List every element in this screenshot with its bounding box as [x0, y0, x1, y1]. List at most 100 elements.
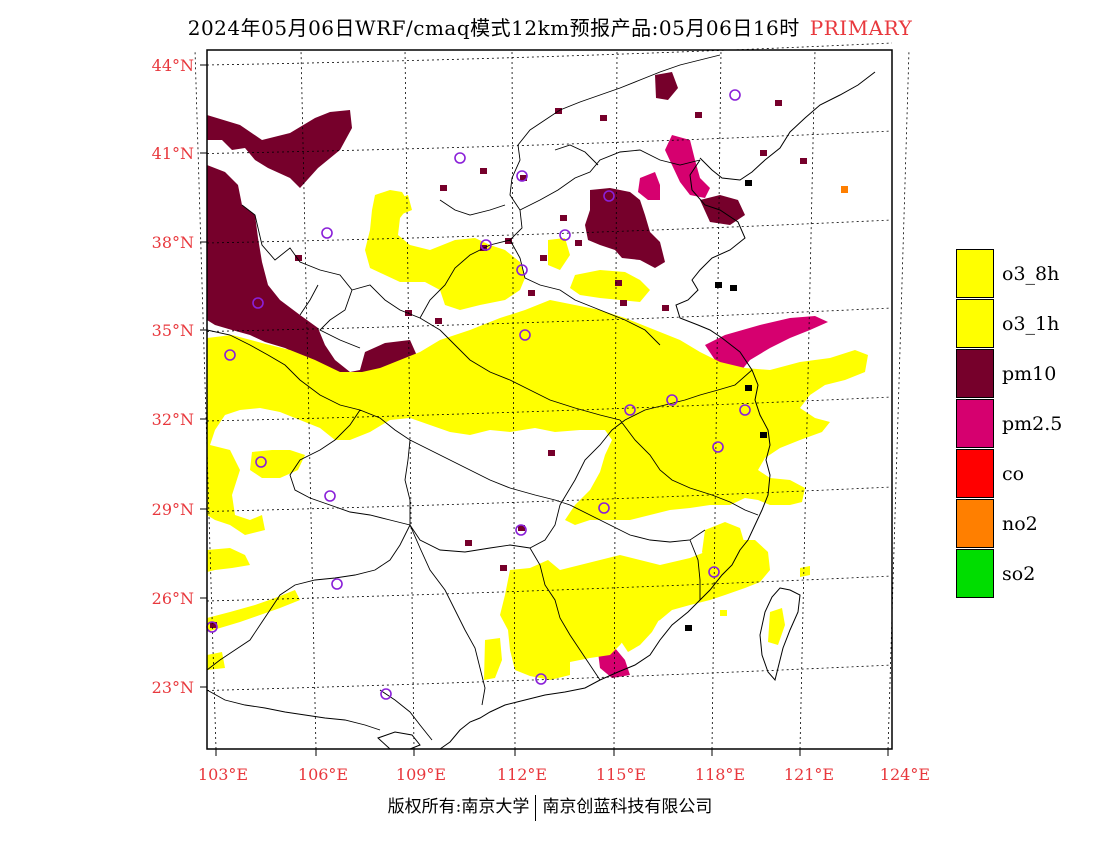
o3-region-taiwan-strait	[768, 608, 785, 645]
legend-label: co	[1002, 463, 1025, 485]
o3-region-hunan-west	[484, 638, 502, 680]
city-marker	[739, 404, 751, 416]
city-marker	[535, 673, 547, 685]
pm25-region-hebei	[638, 172, 660, 200]
map-title: 2024年05月06日WRF/cmaq模式12km预报产品:05月06日16时 P…	[0, 12, 1100, 41]
taiwan-outline	[759, 587, 801, 682]
legend-label: o3_1h	[1002, 313, 1060, 335]
latitude-label: 41°N	[152, 144, 194, 163]
pm10-patch	[528, 290, 535, 296]
o3-region-south-west-strip	[207, 548, 250, 572]
pm25-patch	[730, 285, 737, 291]
longitude-label: 115°E	[596, 765, 646, 784]
pm10-region-west	[207, 165, 418, 375]
pm25-region-north	[665, 135, 710, 198]
o3-region-shanxi	[365, 190, 525, 310]
pm10-region-northwest	[207, 110, 352, 188]
longitude-label: 106°E	[298, 765, 348, 784]
footer-separator	[535, 794, 537, 821]
map-frame	[206, 49, 893, 750]
latitude-label: 38°N	[152, 233, 194, 252]
o3-region-yunnan-small	[207, 652, 225, 670]
copyright-right: 南京创蓝科技有限公司	[542, 797, 713, 817]
legend-item: co	[956, 449, 1096, 499]
legend-label: pm2.5	[1002, 413, 1063, 435]
o3-region-east-china-sea	[800, 566, 810, 577]
pm10-patch	[548, 450, 555, 456]
legend-label: pm10	[1002, 363, 1057, 385]
city-marker	[515, 524, 527, 536]
pm10-region-north-patch	[655, 72, 678, 100]
city-marker	[666, 394, 678, 406]
city-marker	[380, 688, 392, 700]
longitude-label: 109°E	[396, 765, 446, 784]
longitude-label: 112°E	[497, 765, 547, 784]
longitude-label: 121°E	[784, 765, 834, 784]
pm10-patch	[540, 255, 547, 261]
o3_8h-patch	[720, 610, 727, 616]
legend-item: o3_1h	[956, 299, 1096, 349]
city-marker	[708, 566, 720, 578]
no2-patch	[841, 186, 848, 193]
pm10-patch	[520, 175, 527, 181]
pm25-patch	[760, 432, 767, 438]
pm10-patch	[620, 300, 627, 306]
longitude-line	[613, 49, 618, 750]
lat-axis: 44°N 41°N 38°N 35°N 32°N 29°N 26°N 23°N	[152, 56, 207, 697]
city-marker	[324, 490, 336, 502]
legend-swatch	[956, 299, 994, 348]
pollution-layer	[207, 72, 868, 680]
title-text: 2024年05月06日WRF/cmaq模式12km预报产品:05月06日16时	[187, 16, 800, 40]
pm10-patch	[575, 240, 582, 246]
legend-item: no2	[956, 499, 1096, 549]
legend-swatch	[956, 449, 994, 498]
longitude-line	[799, 49, 816, 750]
longitude-label: 118°E	[695, 765, 745, 784]
pm10-region-east-patch	[700, 195, 745, 225]
city-marker	[252, 297, 264, 309]
city-markers	[206, 89, 751, 700]
legend-item: pm2.5	[956, 399, 1096, 449]
city-marker	[480, 239, 492, 251]
o3-region-beijing-small	[395, 195, 412, 215]
legend-label: so2	[1002, 563, 1036, 585]
longitude-label: 124°E	[880, 765, 930, 784]
latitude-label: 23°N	[152, 678, 194, 697]
o3-region-central-band	[207, 300, 868, 535]
legend: o3_8h o3_1h pm10 pm2.5 co no2 so2	[956, 249, 1096, 599]
city-marker	[519, 329, 531, 341]
city-marker	[603, 190, 615, 202]
legend-item: o3_8h	[956, 249, 1096, 299]
pm10-patch	[600, 115, 607, 121]
pm10-patch	[800, 158, 807, 164]
pm25-patch	[685, 625, 692, 631]
city-marker	[624, 404, 636, 416]
pm10-patch	[440, 185, 447, 191]
pm10-patch	[480, 168, 487, 174]
legend-swatch	[956, 499, 994, 548]
o3-region-guangdong-south	[620, 615, 660, 652]
lon-axis: 103°E 106°E 109°E 112°E 115°E 118°E 121°E 124°E	[198, 749, 930, 784]
legend-item: pm10	[956, 349, 1096, 399]
latitude-label: 29°N	[152, 500, 194, 519]
pm10-patch	[615, 280, 622, 286]
legend-swatch	[956, 399, 994, 448]
copyright-left: 版权所有:南京大学	[387, 797, 530, 817]
city-marker	[516, 170, 528, 182]
pm10-patch	[760, 150, 767, 156]
o3_8h-patch	[612, 605, 619, 611]
pm10-patch	[500, 565, 507, 571]
pm10-patch	[518, 525, 525, 531]
longitude-line	[404, 49, 415, 750]
pm10-patch	[465, 540, 472, 546]
longitude-label: 103°E	[198, 765, 248, 784]
province-borders	[206, 54, 759, 741]
o3-region-hunan-jiangxi	[500, 540, 770, 680]
legend-label: no2	[1002, 513, 1038, 535]
pm10-patch	[695, 112, 702, 118]
longitude-line	[711, 49, 722, 750]
city-marker	[559, 229, 571, 241]
pm10-patch	[775, 100, 782, 106]
legend-swatch	[956, 349, 994, 398]
